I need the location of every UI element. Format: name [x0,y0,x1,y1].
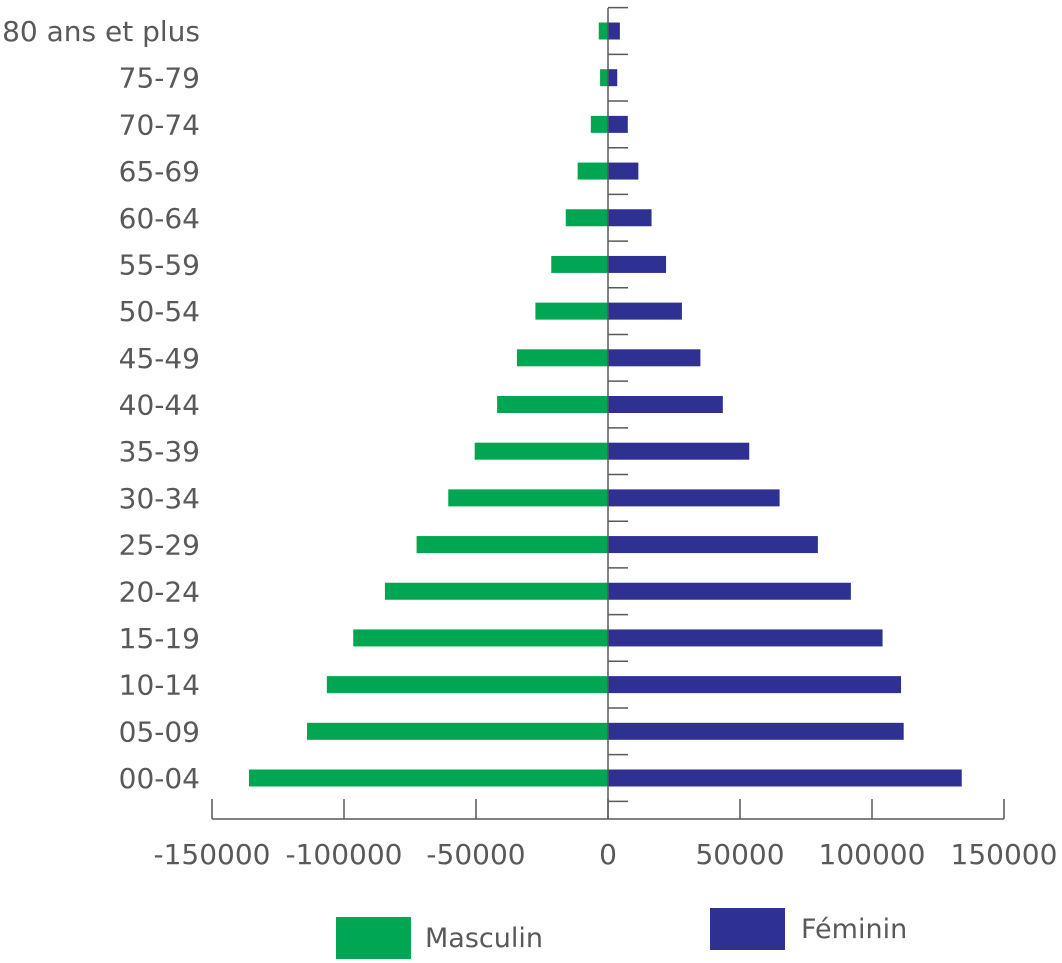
bar-masculin-50-54 [535,302,608,320]
bar-masculin-20-24 [384,582,608,600]
y-tick-label: 30-34 [119,482,200,515]
bar-feminin-05-09 [608,722,904,740]
y-tick-label: 70-74 [119,108,200,141]
bar-masculin-65-69 [577,162,608,180]
bar-masculin-55-59 [551,255,608,273]
x-tick-label: 100000 [819,838,926,871]
y-tick-label: 80 ans et plus [2,15,200,48]
legend-swatch-feminin [710,908,785,950]
x-tick-label: -100000 [286,838,403,871]
bar-masculin-30-34 [448,489,608,507]
y-tick-label: 55-59 [119,248,200,281]
bar-feminin-00-04 [608,769,962,787]
x-tick-label: 0 [599,838,617,871]
bar-feminin-55-59 [608,255,667,273]
legend-item-masculin: Masculin [336,917,543,959]
bar-feminin-40-44 [608,396,723,413]
x-tick-label: -50000 [426,838,525,871]
bar-masculin-75-79 [600,69,608,87]
legend-label-feminin: Féminin [801,913,908,945]
y-tick-label: 60-64 [119,202,200,235]
bar-masculin-45-49 [516,349,608,367]
bar-masculin-25-29 [416,536,608,554]
bar-feminin-20-24 [608,582,851,600]
y-tick-label: 65-69 [119,155,200,188]
legend-label-masculin: Masculin [425,922,543,954]
bar-feminin-25-29 [608,536,818,554]
bar-feminin-80-ans-et-plus [608,22,620,40]
y-tick-label: 40-44 [119,389,200,422]
y-tick-label: 20-24 [119,575,200,608]
bar-feminin-75-79 [608,69,618,87]
bar-masculin-40-44 [497,396,608,413]
bar-masculin-10-14 [326,676,608,694]
x-tick-label: 50000 [695,838,784,871]
bar-masculin-35-39 [474,442,608,460]
legend-swatch-masculin [336,917,411,959]
bar-masculin-15-19 [353,629,608,647]
y-tick-label: 45-49 [119,342,200,375]
y-tick-label: 35-39 [119,435,200,468]
bar-masculin-60-64 [565,209,608,227]
bar-feminin-15-19 [608,629,883,647]
y-tick-label: 25-29 [119,529,200,562]
x-tick-label: 150000 [951,838,1058,871]
bar-masculin-70-74 [590,115,608,133]
y-tick-label: 15-19 [119,622,200,655]
y-tick-label: 75-79 [119,62,200,95]
bar-masculin-00-04 [248,769,608,787]
bar-feminin-60-64 [608,209,652,227]
legend-item-feminin: Féminin [710,908,907,950]
bar-feminin-35-39 [608,442,750,460]
x-tick-label: -150000 [154,838,271,871]
y-tick-label: 00-04 [119,762,200,795]
bar-feminin-65-69 [608,162,639,180]
bar-masculin-80-ans-et-plus [598,22,608,40]
bar-feminin-70-74 [608,115,628,133]
y-tick-label: 05-09 [119,715,200,748]
bar-feminin-30-34 [608,489,780,507]
y-tick-label: 50-54 [119,295,200,328]
bar-feminin-45-49 [608,349,701,367]
y-tick-label: 10-14 [119,669,200,702]
bar-masculin-05-09 [307,722,608,740]
bar-feminin-10-14 [608,676,902,694]
bar-feminin-50-54 [608,302,682,320]
